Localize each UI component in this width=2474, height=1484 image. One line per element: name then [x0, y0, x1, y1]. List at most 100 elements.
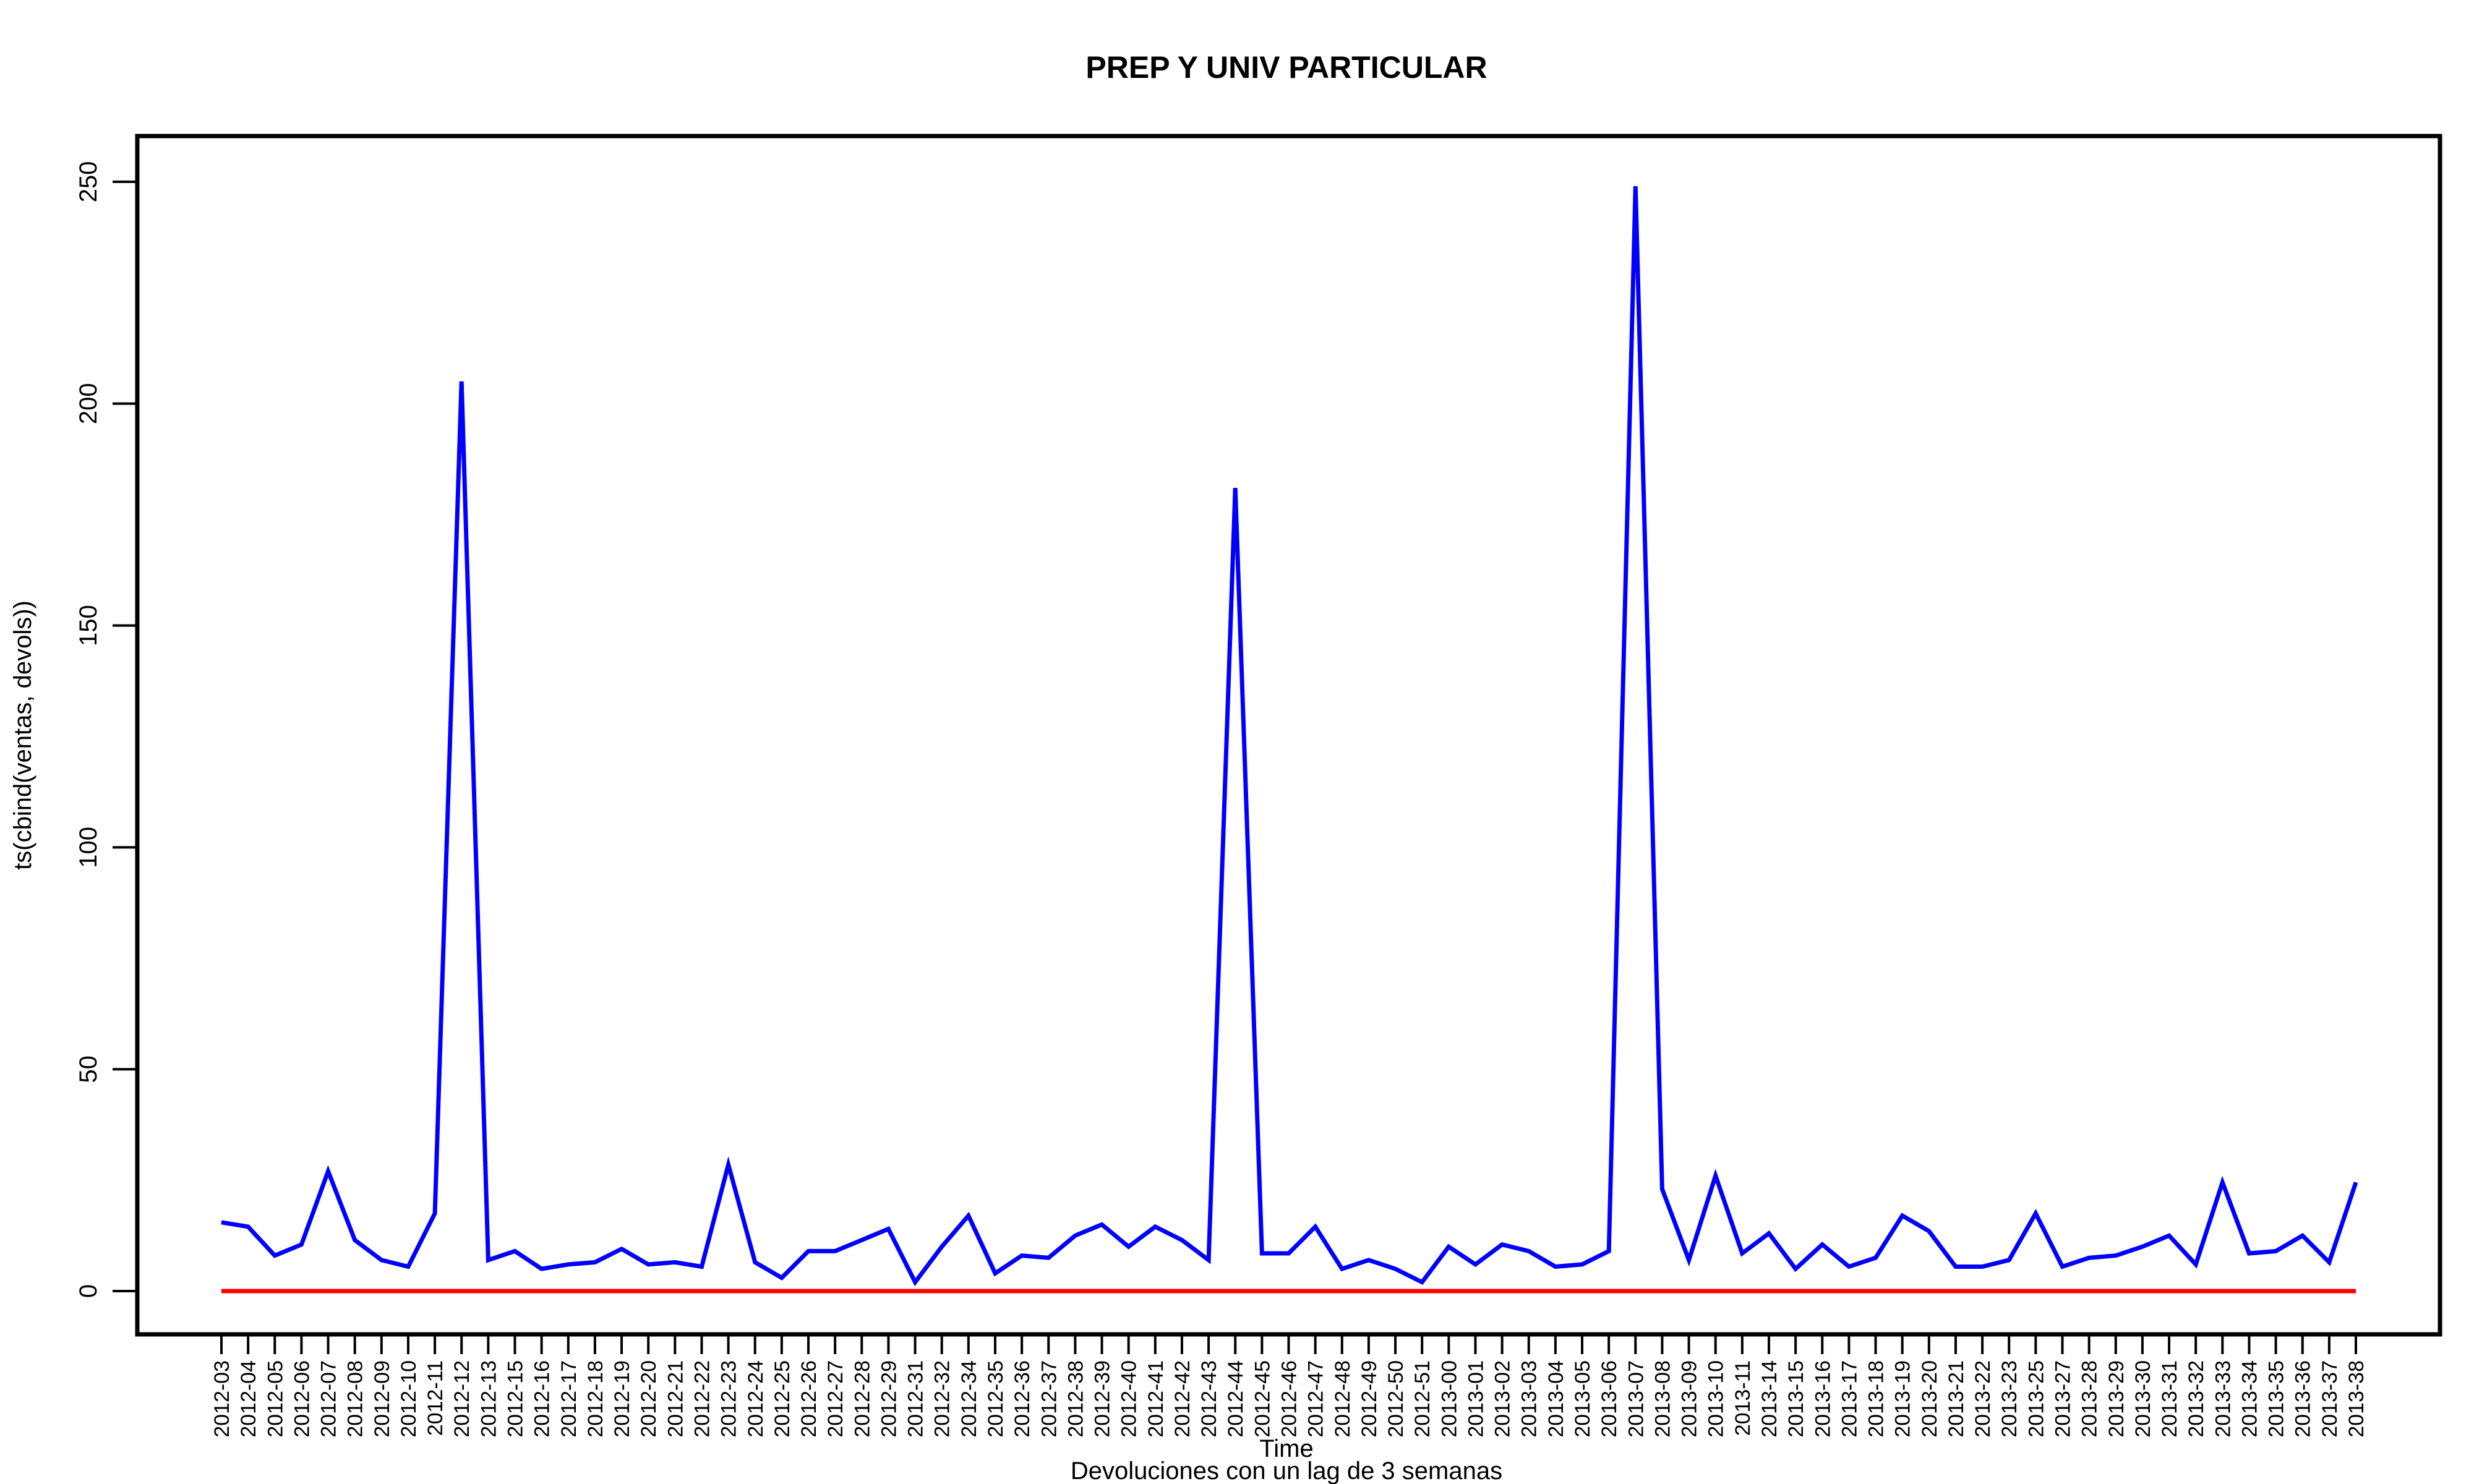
x-tick-label: 2013-09	[1678, 1360, 1701, 1438]
data-point	[1288, 1253, 1289, 1254]
data-point	[1048, 1290, 1049, 1292]
series-devols	[221, 1289, 2356, 1294]
data-point	[461, 1290, 462, 1292]
data-point	[1635, 1290, 1636, 1292]
x-tick-label: 2013-00	[1437, 1360, 1461, 1438]
x-tick-label: 2012-43	[1197, 1360, 1221, 1438]
data-point	[808, 1250, 809, 1252]
data-point	[541, 1290, 542, 1292]
data-point	[1982, 1290, 1983, 1292]
data-point	[2275, 1250, 2277, 1252]
data-point	[834, 1290, 836, 1292]
data-point	[2115, 1290, 2117, 1292]
data-point	[301, 1244, 302, 1245]
x-tick-label: 2012-13	[477, 1360, 500, 1438]
data-point	[1235, 1290, 1236, 1292]
data-point	[1955, 1290, 1956, 1292]
x-tick-label: 2012-04	[237, 1360, 260, 1438]
data-point	[781, 1290, 782, 1292]
x-tick-label: 2013-37	[2318, 1360, 2342, 1438]
data-point	[1902, 1290, 1903, 1292]
x-tick-label: 2013-08	[1651, 1360, 1674, 1438]
x-tick-label: 2013-28	[2078, 1360, 2102, 1438]
data-point	[1074, 1235, 1076, 1236]
data-point	[1074, 1290, 1076, 1292]
data-point	[1315, 1290, 1316, 1292]
data-point	[781, 1277, 782, 1278]
chart-title: PREP Y UNIV PARTICULAR	[1085, 50, 1487, 85]
x-tick-label: 2013-35	[2265, 1360, 2288, 1438]
data-point	[408, 1266, 409, 1267]
data-point	[808, 1290, 809, 1292]
data-point	[1128, 1290, 1129, 1292]
y-tick-label: 0	[75, 1284, 102, 1298]
data-point	[1288, 1290, 1289, 1292]
x-tick-label: 2013-17	[1838, 1360, 1861, 1438]
data-point	[834, 1250, 836, 1252]
x-tick-label: 2013-23	[1998, 1360, 2021, 1438]
x-tick-label: 2012-23	[717, 1360, 741, 1438]
data-point	[888, 1290, 889, 1292]
x-axis: 2012-03 2012-04 2012-05 2012-06 2012-07 2012-…	[210, 1333, 2368, 1438]
data-point	[1315, 1226, 1316, 1227]
data-point	[354, 1290, 356, 1292]
x-tick-label: 2012-51	[1411, 1360, 1434, 1438]
x-tick-label: 2012-45	[1251, 1360, 1274, 1438]
x-tick-label: 2012-28	[850, 1360, 874, 1438]
x-tick-label: 2012-50	[1384, 1360, 1408, 1438]
y-axis: 0 50 100 150 200 250	[75, 161, 139, 1298]
data-point	[2062, 1266, 2063, 1267]
x-tick-label: 2012-11	[424, 1360, 447, 1436]
x-tick-label: 2012-18	[584, 1360, 607, 1438]
data-point	[1715, 1290, 1716, 1292]
x-tick-label: 2012-08	[344, 1360, 367, 1438]
x-tick-label: 2012-46	[1278, 1360, 1301, 1438]
data-point	[1955, 1266, 1956, 1267]
x-tick-label: 2012-19	[610, 1360, 634, 1438]
data-point	[1821, 1244, 1823, 1245]
x-tick-label: 2012-17	[557, 1360, 581, 1438]
data-point	[995, 1273, 996, 1274]
x-tick-label: 2012-38	[1064, 1360, 1087, 1438]
data-point	[1475, 1290, 1476, 1292]
series-line	[221, 186, 2358, 1287]
x-tick-label: 2012-09	[370, 1360, 394, 1438]
x-tick-label: 2013-11	[1731, 1360, 1755, 1436]
x-tick-label: 2012-03	[210, 1360, 234, 1438]
x-tick-label: 2013-33	[2211, 1360, 2235, 1438]
data-point	[1875, 1290, 1876, 1292]
x-tick-label: 2012-40	[1118, 1360, 1141, 1438]
data-point	[381, 1290, 382, 1292]
data-point	[2168, 1235, 2170, 1236]
data-point	[594, 1290, 596, 1292]
x-tick-label: 2013-21	[1945, 1360, 1968, 1438]
x-axis-label: Time	[1259, 1435, 1313, 1462]
y-tick-label: 250	[75, 161, 102, 203]
data-point	[1368, 1290, 1369, 1292]
data-point	[461, 381, 462, 382]
x-tick-label: 2013-10	[1705, 1360, 1728, 1438]
x-tick-label: 2012-21	[664, 1360, 687, 1438]
x-tick-label: 2012-27	[824, 1360, 847, 1438]
data-point	[1181, 1290, 1183, 1292]
x-tick-label: 2013-32	[2185, 1360, 2208, 1438]
x-tick-label: 2012-49	[1358, 1360, 1381, 1438]
x-tick-label: 2012-41	[1144, 1360, 1168, 1438]
x-tick-label: 2012-47	[1304, 1360, 1328, 1438]
data-point	[1635, 186, 1636, 187]
x-tick-label: 2012-16	[531, 1360, 554, 1438]
data-point	[487, 1290, 489, 1292]
x-tick-label: 2012-31	[904, 1360, 928, 1438]
x-tick-label: 2012-06	[290, 1360, 314, 1438]
x-tick-label: 2013-34	[2238, 1360, 2261, 1438]
data-point	[2062, 1290, 2063, 1292]
series-ventas	[221, 186, 2358, 1287]
x-tick-label: 2013-30	[2131, 1360, 2155, 1438]
x-tick-label: 2013-27	[2051, 1360, 2074, 1438]
data-point	[995, 1290, 996, 1292]
x-tick-label: 2012-26	[797, 1360, 821, 1438]
data-point	[648, 1290, 649, 1292]
data-point	[2302, 1290, 2303, 1292]
x-tick-label: 2013-05	[1571, 1360, 1594, 1438]
